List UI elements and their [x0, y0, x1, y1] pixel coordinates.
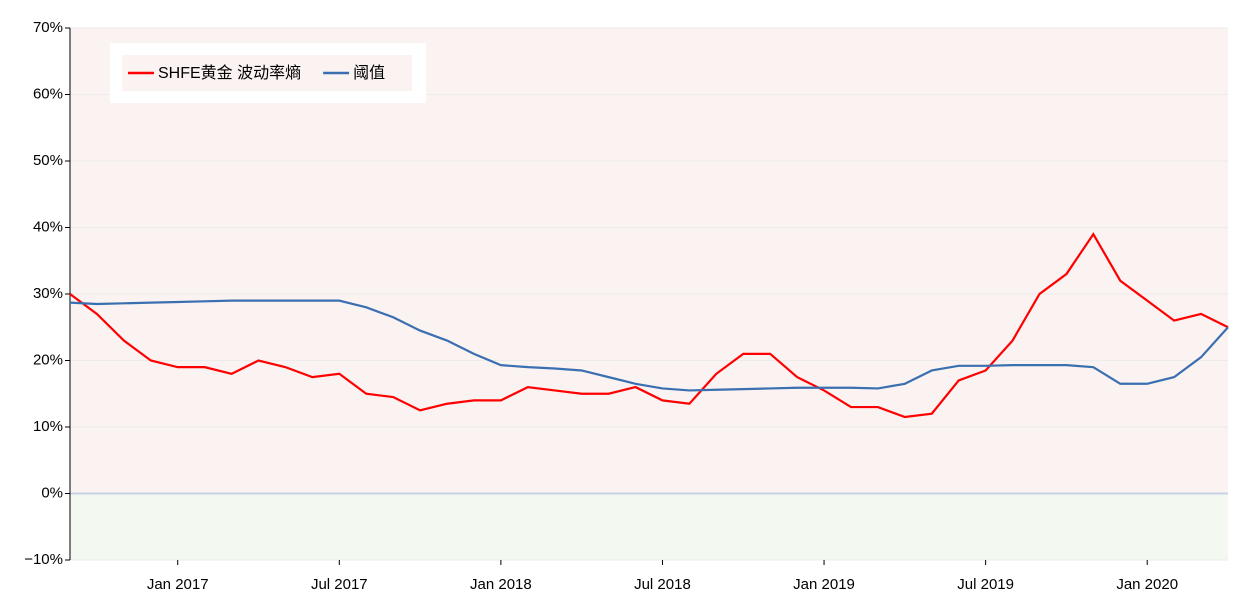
line-series: [69, 299, 1229, 392]
y-tick-label: 50%: [33, 152, 63, 169]
x-tick-label: Jan 2017: [147, 576, 209, 593]
x-tick-label: Jan 2018: [470, 576, 532, 593]
y-tick-label: 30%: [33, 285, 63, 302]
y-tick-label: −10%: [24, 551, 63, 568]
y-tick-label: 20%: [33, 351, 63, 368]
y-tick-label: 0%: [41, 484, 63, 501]
line-series: [69, 232, 1229, 419]
x-tick-label: Jul 2018: [634, 576, 691, 593]
legend-label: SHFE黄金 波动率熵: [158, 64, 301, 82]
x-tick-label: Jan 2019: [793, 576, 855, 593]
x-tick-label: Jul 2017: [311, 576, 368, 593]
y-tick-label: 70%: [33, 19, 63, 36]
negative-region: [70, 493, 1228, 560]
legend-label: 阈值: [353, 64, 385, 82]
legend-inner: [122, 55, 412, 91]
y-tick-label: 60%: [33, 85, 63, 102]
y-tick-label: 10%: [33, 418, 63, 435]
y-tick-label: 40%: [33, 218, 63, 235]
positive-region: [70, 28, 1228, 494]
x-tick-label: Jul 2019: [957, 576, 1014, 593]
x-tick-label: Jan 2020: [1116, 576, 1178, 593]
